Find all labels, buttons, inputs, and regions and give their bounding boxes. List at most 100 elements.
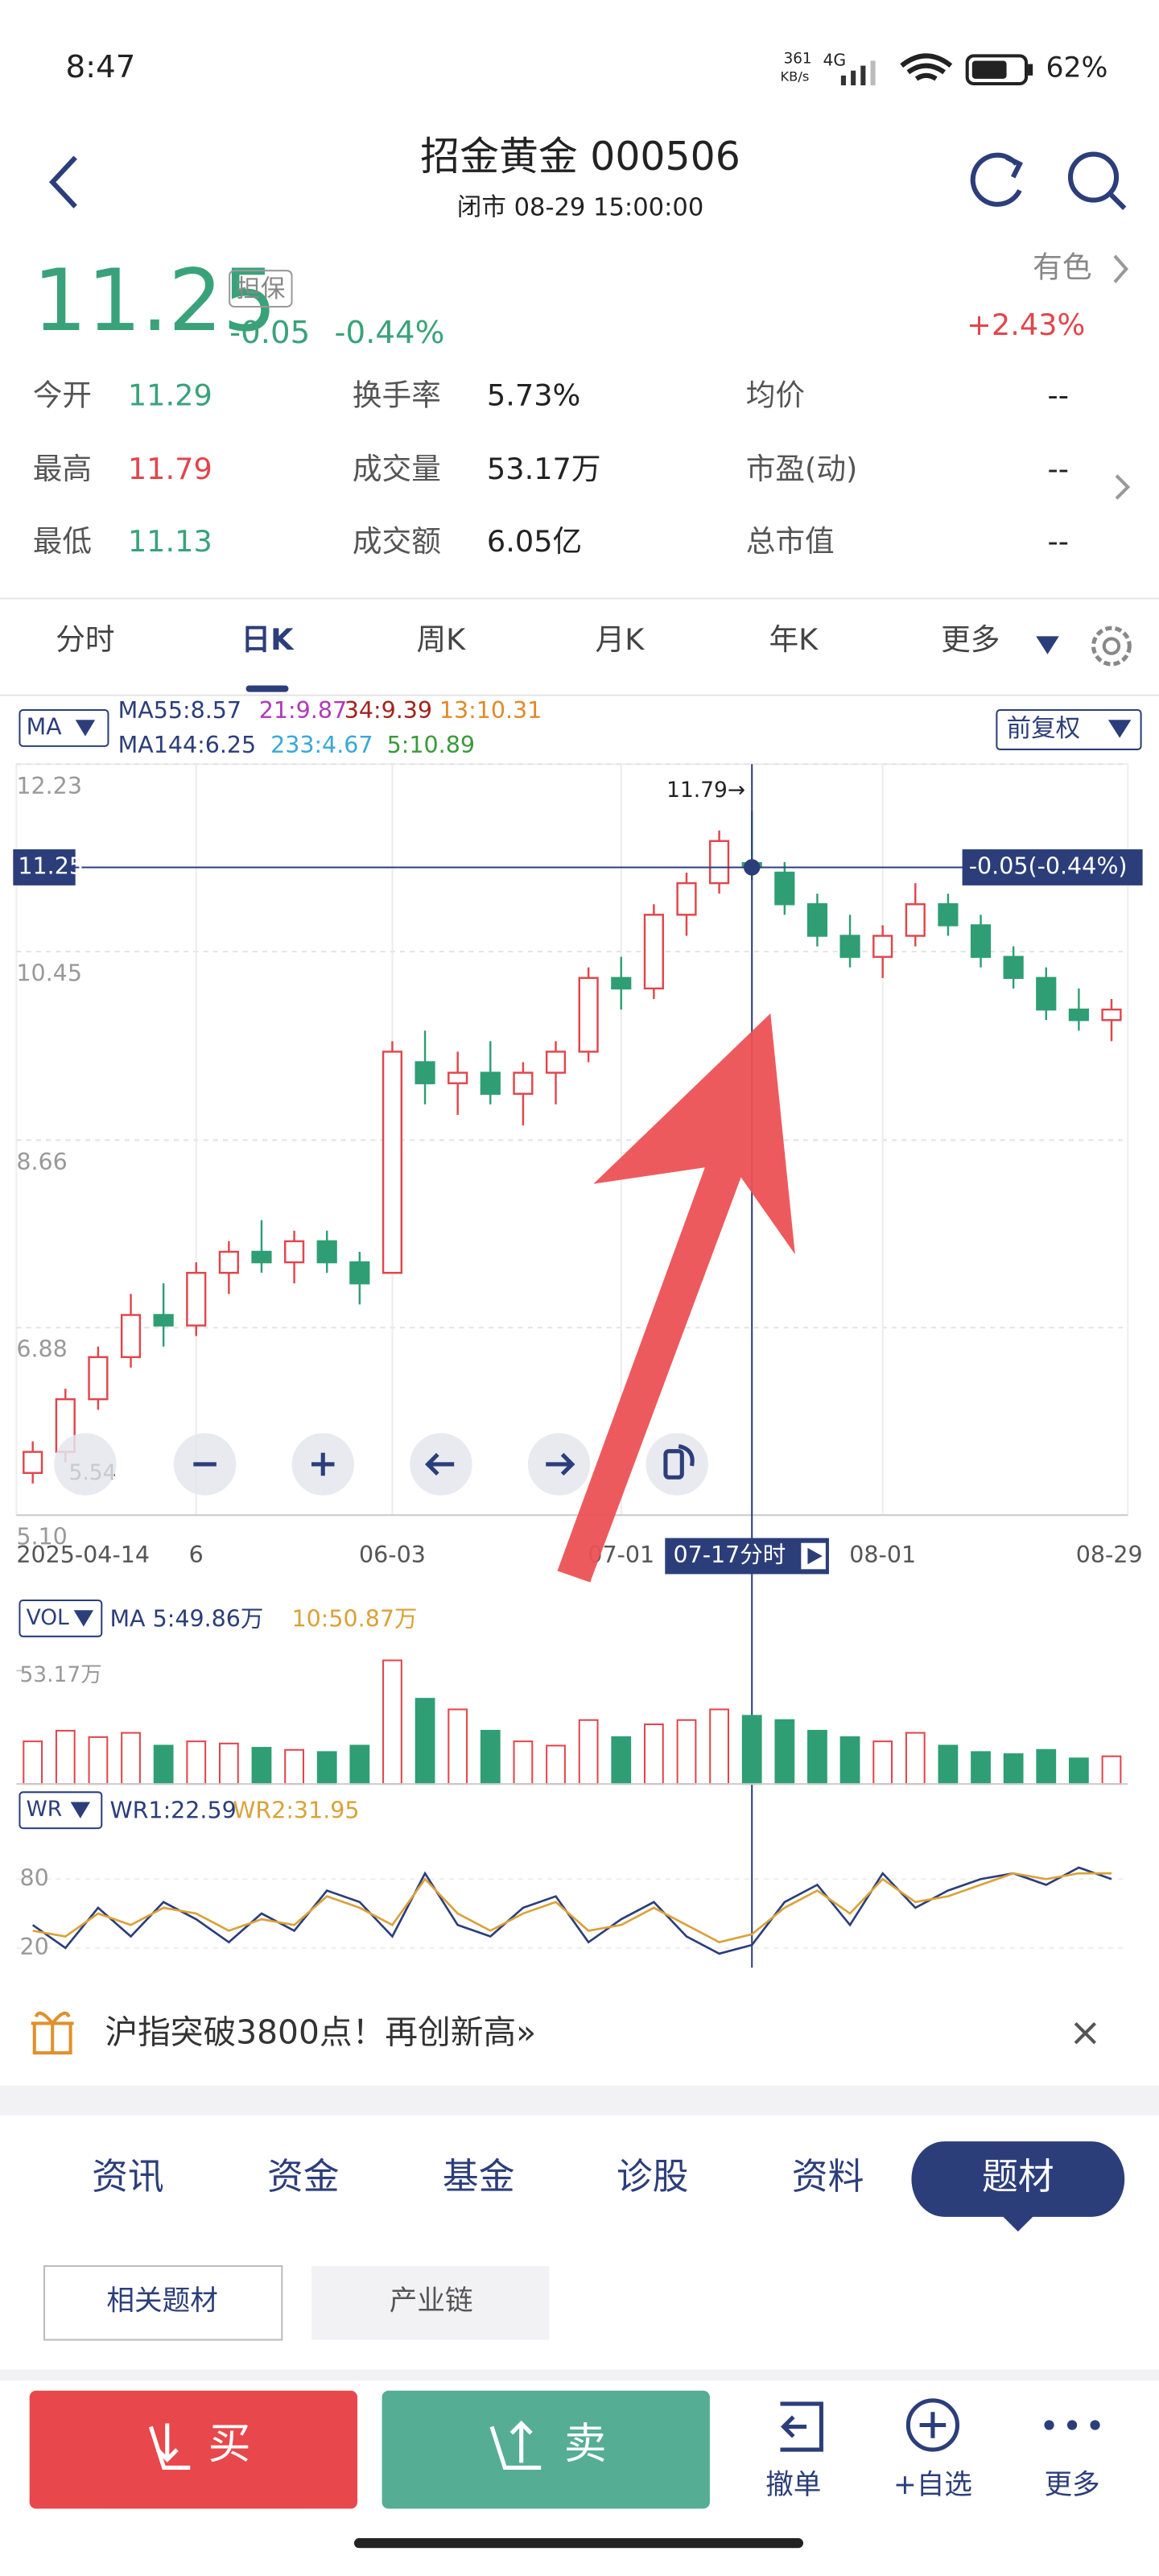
volume-bar xyxy=(284,1748,304,1785)
gift-icon xyxy=(31,2011,74,2055)
indicator-box[interactable] xyxy=(19,1791,103,1830)
sub-tab[interactable] xyxy=(43,2264,283,2341)
candle-body xyxy=(545,1051,567,1074)
more-arrow xyxy=(1036,636,1059,654)
candle-body xyxy=(970,924,992,958)
volume-bar xyxy=(513,1740,534,1785)
x-tick-label: 08-01 xyxy=(849,1542,916,1568)
x-tick-label: 6 xyxy=(189,1542,204,1568)
volume-bar xyxy=(676,1719,697,1785)
info-tab[interactable]: 资讯 xyxy=(92,2155,164,2198)
stats-grid: 今开 11.29 换手率 5.73% 均价 -- 最高 11.79 成交量 53.17万 市盈(动)… xyxy=(33,378,1069,559)
period-tab[interactable]: 分时 xyxy=(56,622,114,657)
volume-bar xyxy=(153,1744,174,1785)
y-tick-label: 53.17万 xyxy=(19,1662,101,1687)
status-battery: 62% xyxy=(1046,52,1107,85)
signal-icon xyxy=(840,60,876,86)
more-label: 更多 xyxy=(1044,2469,1099,2501)
stat-label: 总市值 xyxy=(746,524,835,559)
volume-bar xyxy=(905,1732,926,1785)
close-button[interactable] xyxy=(1074,2022,1097,2045)
status-speed: 361 xyxy=(784,50,812,67)
volume-bar xyxy=(1003,1753,1024,1785)
indicator-name: MA xyxy=(27,713,63,740)
indicator-box[interactable] xyxy=(19,1599,103,1637)
period-tab[interactable]: 周K xyxy=(417,622,467,657)
info-tab[interactable]: 诊股 xyxy=(617,2155,689,2198)
button[interactable] xyxy=(54,1433,117,1496)
ma-value: 233:4.67 xyxy=(270,732,373,758)
candle-body xyxy=(774,871,795,906)
stat-label: 成交额 xyxy=(353,524,441,559)
ma-value: MA55:8.57 xyxy=(118,697,241,724)
info-tab[interactable]: 基金 xyxy=(443,2155,515,2198)
period-tab[interactable]: 月K xyxy=(596,622,645,657)
buy-label: 买 xyxy=(208,2420,251,2469)
info-tabs: 资讯 资金 基金 诊股 资料 题材 xyxy=(92,2155,1054,2198)
volume-bar xyxy=(578,1719,599,1785)
wifi-icon xyxy=(900,53,953,81)
reset[interactable] xyxy=(645,1433,708,1496)
candle-body xyxy=(709,840,730,885)
search-button[interactable] xyxy=(1067,151,1127,210)
adjust-box[interactable] xyxy=(996,709,1142,750)
sub-tab[interactable] xyxy=(311,2265,550,2340)
candle-body xyxy=(480,1071,501,1095)
crosshair-change-box xyxy=(962,849,1143,886)
info-tab[interactable]: 资料 xyxy=(792,2155,864,2198)
period-tab[interactable]: 更多 xyxy=(941,622,1000,657)
sector-name[interactable]: 有色 xyxy=(1033,250,1091,285)
volume-bar xyxy=(709,1708,729,1785)
back-button[interactable] xyxy=(48,155,77,208)
refresh-button[interactable] xyxy=(970,152,1023,207)
volume-bar xyxy=(121,1732,141,1785)
buy-button[interactable] xyxy=(29,2390,358,2509)
candle-body xyxy=(806,903,828,937)
candle-body xyxy=(120,1314,142,1359)
stat-value: 5.73% xyxy=(487,378,580,413)
candle-body xyxy=(1068,1008,1089,1022)
notice-text[interactable]: 沪指突破3800点！再创新高» xyxy=(105,2013,536,2052)
stat-value: -- xyxy=(1048,378,1069,413)
legend-entry: WR1:22.59 xyxy=(109,1798,236,1824)
x-tick-label: 07-17分时 xyxy=(673,1542,786,1568)
stat-value: 11.29 xyxy=(128,378,212,413)
volume-bar xyxy=(480,1729,501,1785)
crosshair-price-box xyxy=(13,849,76,886)
candle-body xyxy=(284,1240,305,1264)
separator xyxy=(0,2085,1159,2116)
adjust-mode: 前复权 xyxy=(1007,715,1081,743)
wr-line xyxy=(32,1872,1112,1944)
cancel-label: 撤单 xyxy=(765,2469,821,2501)
active-tab-pill xyxy=(911,2141,1125,2232)
cancel-icon[interactable] xyxy=(780,2401,823,2452)
sector-change: +2.43% xyxy=(967,308,1085,342)
sub-tab-label: 产业链 xyxy=(390,2285,473,2318)
period-tabs: 分时 日K 周K 月K 年K 更多 xyxy=(56,622,1000,692)
volume-bar xyxy=(218,1742,239,1785)
status-time: 8:47 xyxy=(65,49,135,85)
indicator-box[interactable] xyxy=(19,709,109,747)
y-tick-label: 20 xyxy=(19,1934,48,1960)
settings-button[interactable] xyxy=(1091,625,1132,667)
candle-body xyxy=(88,1356,109,1401)
y-tick-label: 80 xyxy=(19,1864,48,1891)
candle-body xyxy=(1036,976,1057,1011)
sell-button[interactable] xyxy=(382,2390,710,2509)
price-tag: 担保 xyxy=(236,275,285,303)
volume-bar xyxy=(774,1719,795,1785)
stat-value: 11.79 xyxy=(128,452,212,486)
ma-value: 21:9.87 xyxy=(259,697,347,724)
info-tab[interactable]: 题材 xyxy=(982,2155,1054,2198)
stat-value: 6.05亿 xyxy=(487,524,582,559)
stat-label: 最高 xyxy=(33,452,92,486)
volume-bar xyxy=(971,1751,991,1785)
y-tick-label: 5.10 xyxy=(16,1524,67,1550)
period-tab[interactable]: 年K xyxy=(769,622,819,657)
info-tab[interactable]: 资金 xyxy=(267,2155,340,2198)
tag-box xyxy=(229,270,293,308)
stats-chevron[interactable] xyxy=(1115,474,1131,500)
period-tab[interactable]: 日K xyxy=(241,622,295,657)
watch-icon[interactable] xyxy=(905,2398,960,2452)
more-icon[interactable] xyxy=(1044,2420,1100,2430)
